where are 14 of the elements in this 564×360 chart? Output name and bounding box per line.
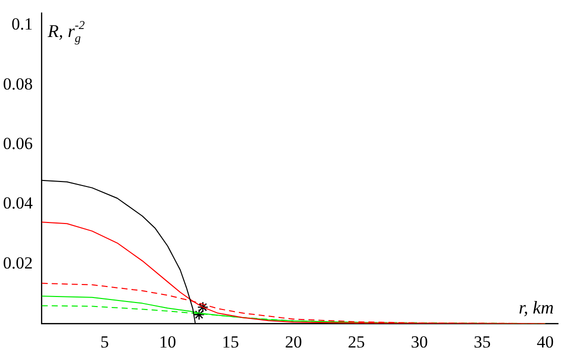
x-tick-label: 30 — [410, 332, 428, 352]
y-tick-label: 0.02 — [3, 253, 33, 272]
x-tick-label: 10 — [159, 332, 176, 352]
y-tick-label: 0.06 — [3, 134, 33, 153]
x-axis-title: r, km — [518, 298, 554, 318]
x-tick-label: 40 — [536, 332, 554, 352]
x-tick-label: 5 — [100, 332, 109, 352]
x-tick-label: 25 — [348, 332, 365, 352]
y-tick-label: 0.1 — [12, 14, 33, 34]
x-tick-label: 35 — [474, 332, 491, 352]
y-tick-label: 0.04 — [3, 194, 34, 213]
x-tick-label: 20 — [284, 332, 302, 352]
x-tick-label: 15 — [222, 332, 240, 352]
y-tick-label: 0.08 — [3, 74, 33, 94]
